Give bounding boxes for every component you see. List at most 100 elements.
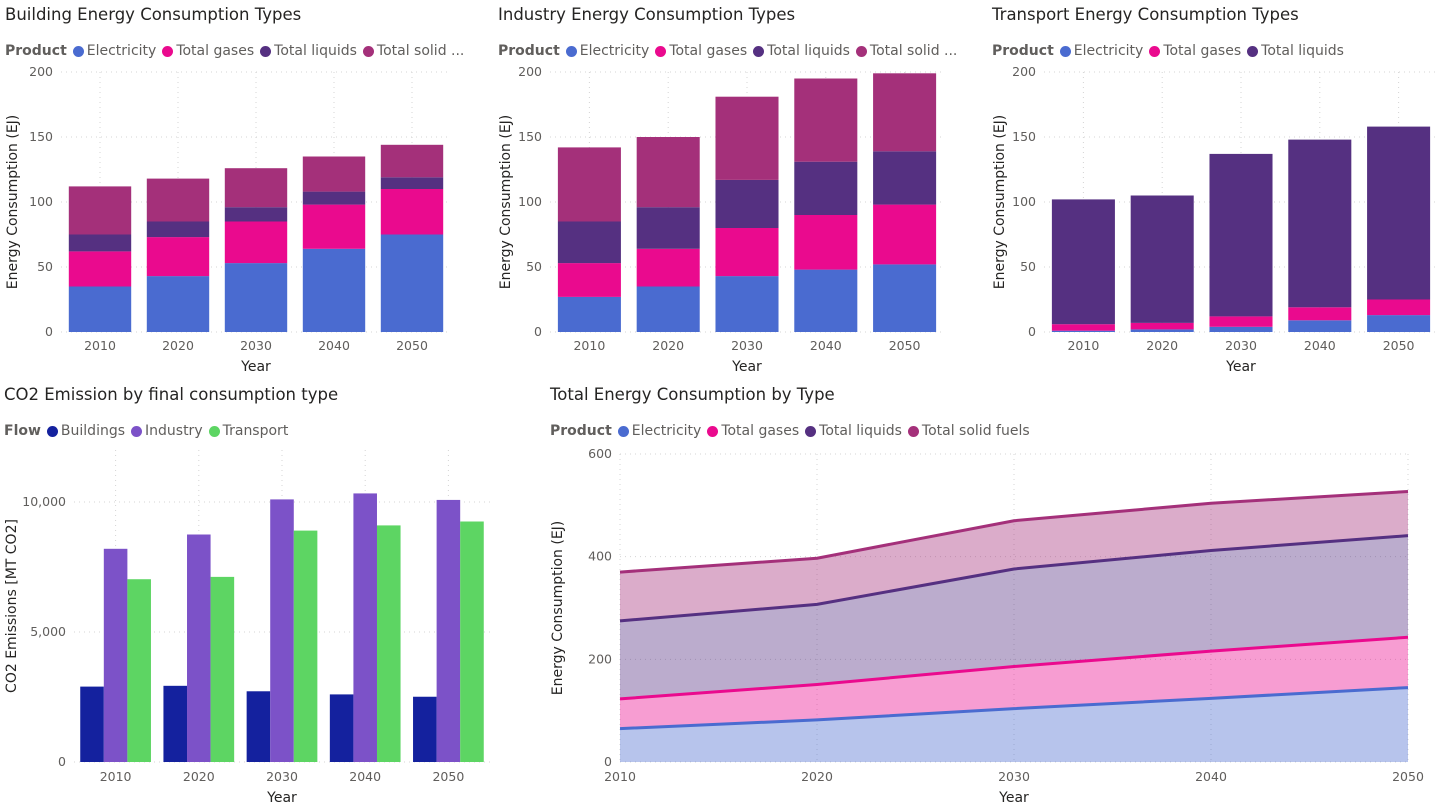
x-tick-label: 2030	[266, 769, 298, 784]
legend-item-solid[interactable]: Total solid fuels	[907, 423, 1030, 439]
y-tick-label: 200	[518, 64, 542, 79]
legend-item-liquids[interactable]: Total liquids	[1247, 43, 1344, 59]
bar-solid-2010	[557, 147, 621, 222]
y-axis-title: Energy Consumption (EJ)	[5, 115, 21, 290]
legend-item-electricity[interactable]: Electricity	[1059, 43, 1143, 59]
y-tick-label: 0	[1028, 324, 1036, 339]
x-axis-title: Year	[1225, 359, 1256, 375]
x-axis-title: Year	[240, 359, 271, 375]
bar-electricity-2030	[715, 276, 779, 332]
y-axis-title: Energy Consumption (EJ)	[550, 521, 566, 696]
bar-electricity-2020	[146, 276, 210, 332]
legend-item-buildings[interactable]: Buildings	[46, 423, 125, 439]
total-chart-panel: Total Energy Consumption by Type Product…	[550, 385, 1438, 807]
bar-electricity-2010	[68, 286, 132, 332]
building-chart-legend: Product Electricity Total gases Total li…	[5, 43, 470, 59]
bar-gases-2050	[873, 204, 937, 265]
legend-item-solid[interactable]: Total solid ...	[855, 43, 957, 59]
legend-dot	[753, 45, 765, 57]
legend-item-liquids[interactable]: Total liquids	[805, 423, 902, 439]
y-tick-label: 50	[1020, 259, 1036, 274]
bar-transport-2030	[293, 530, 318, 762]
legend-label: Industry	[145, 423, 203, 439]
x-axis-title: Year	[998, 790, 1029, 806]
transport-chart-plot: 0 50 100 150 200 Energy Consumption (EJ) Year 2…	[992, 64, 1438, 375]
bar-solid-2030	[224, 168, 288, 208]
legend-label: Total liquids	[1261, 43, 1344, 59]
x-axis-title: Year	[266, 790, 297, 806]
x-tick-label: 2030	[1225, 338, 1257, 353]
bar-liquids-2040	[794, 161, 858, 215]
legend-item-electricity[interactable]: Electricity	[72, 43, 156, 59]
bar-electricity-2010	[557, 296, 621, 332]
line-electricity	[619, 686, 1409, 731]
x-tick-label: 2050	[889, 338, 921, 353]
legend-label: Total solid ...	[376, 43, 465, 59]
bar-liquids-2040	[302, 191, 366, 205]
x-tick-label: 2020	[652, 338, 684, 353]
industry-chart-title: Industry Energy Consumption Types	[498, 5, 796, 24]
legend-item-gases[interactable]: Total gases	[162, 43, 254, 59]
legend-item-transport[interactable]: Transport	[208, 423, 288, 439]
co2-chart-panel: CO2 Emission by final consumption type F…	[4, 385, 494, 807]
bar-electricity-2030	[1209, 326, 1273, 332]
y-tick-label: 200	[588, 651, 612, 666]
bar-gases-2040	[1288, 307, 1352, 321]
bar-solid-2030	[715, 96, 779, 180]
bar-gases-2010	[1051, 324, 1115, 331]
legend-item-liquids[interactable]: Total liquids	[260, 43, 357, 59]
bar-transport-2040	[376, 525, 401, 762]
x-tick-label: 2040	[1304, 338, 1336, 353]
legend-dot	[565, 45, 577, 57]
bar-industry-2030	[270, 499, 294, 762]
bar-gases-2030	[224, 221, 288, 264]
bar-transport-2010	[127, 579, 151, 762]
y-tick-label: 200	[29, 64, 53, 79]
legend-label: Total gases	[669, 43, 748, 59]
legend-item-solid[interactable]: Total solid ...	[362, 43, 465, 59]
bar-electricity-2050	[380, 234, 444, 332]
legend-label: Total liquids	[274, 43, 357, 59]
x-tick-label: 2030	[998, 769, 1030, 784]
x-tick-label: 2030	[731, 338, 763, 353]
legend-item-gases[interactable]: Total gases	[707, 423, 799, 439]
bar-liquids-2010	[1051, 199, 1115, 325]
legend-item-liquids[interactable]: Total liquids	[753, 43, 850, 59]
bar-transport-2020	[210, 576, 235, 762]
y-tick-label: 100	[518, 194, 542, 209]
bar-buildings-2010	[80, 686, 104, 762]
legend-item-industry[interactable]: Industry	[131, 423, 203, 439]
legend-item-gases[interactable]: Total gases	[1149, 43, 1241, 59]
legend-dot	[46, 425, 58, 437]
bar-gases-2040	[302, 204, 366, 249]
transport-chart-legend: Product Electricity Total gases Total li…	[992, 43, 1350, 59]
legend-label: Total liquids	[819, 423, 902, 439]
legend-dot	[162, 45, 174, 57]
legend-item-electricity[interactable]: Electricity	[617, 423, 701, 439]
line-gases	[619, 635, 1409, 701]
bar-liquids-2030	[1209, 153, 1273, 317]
legend-item-electricity[interactable]: Electricity	[565, 43, 650, 59]
bar-gases-2020	[636, 248, 700, 287]
x-tick-label: 2010	[100, 769, 132, 784]
legend-title: Flow	[4, 423, 41, 439]
transport-chart-title: Transport Energy Consumption Types	[992, 5, 1299, 24]
legend-dot	[707, 425, 719, 437]
bar-solid-2040	[794, 78, 858, 162]
legend-label: Electricity	[579, 43, 650, 59]
legend-dot	[855, 45, 867, 57]
x-tick-label: 2050	[396, 338, 428, 353]
bar-liquids-2020	[636, 207, 700, 249]
x-tick-label: 2040	[810, 338, 842, 353]
legend-label: Total liquids	[767, 43, 850, 59]
bar-electricity-2030	[224, 263, 288, 332]
bar-liquids-2030	[224, 207, 288, 222]
legend-item-gases[interactable]: Total gases	[655, 43, 747, 59]
x-tick-label: 2050	[1383, 338, 1415, 353]
bar-transport-2050	[460, 521, 484, 762]
y-tick-label: 50	[526, 259, 542, 274]
legend-dot	[260, 45, 272, 57]
bar-electricity-2040	[794, 269, 858, 332]
legend-dot	[617, 425, 629, 437]
bar-electricity-2040	[1288, 320, 1352, 332]
